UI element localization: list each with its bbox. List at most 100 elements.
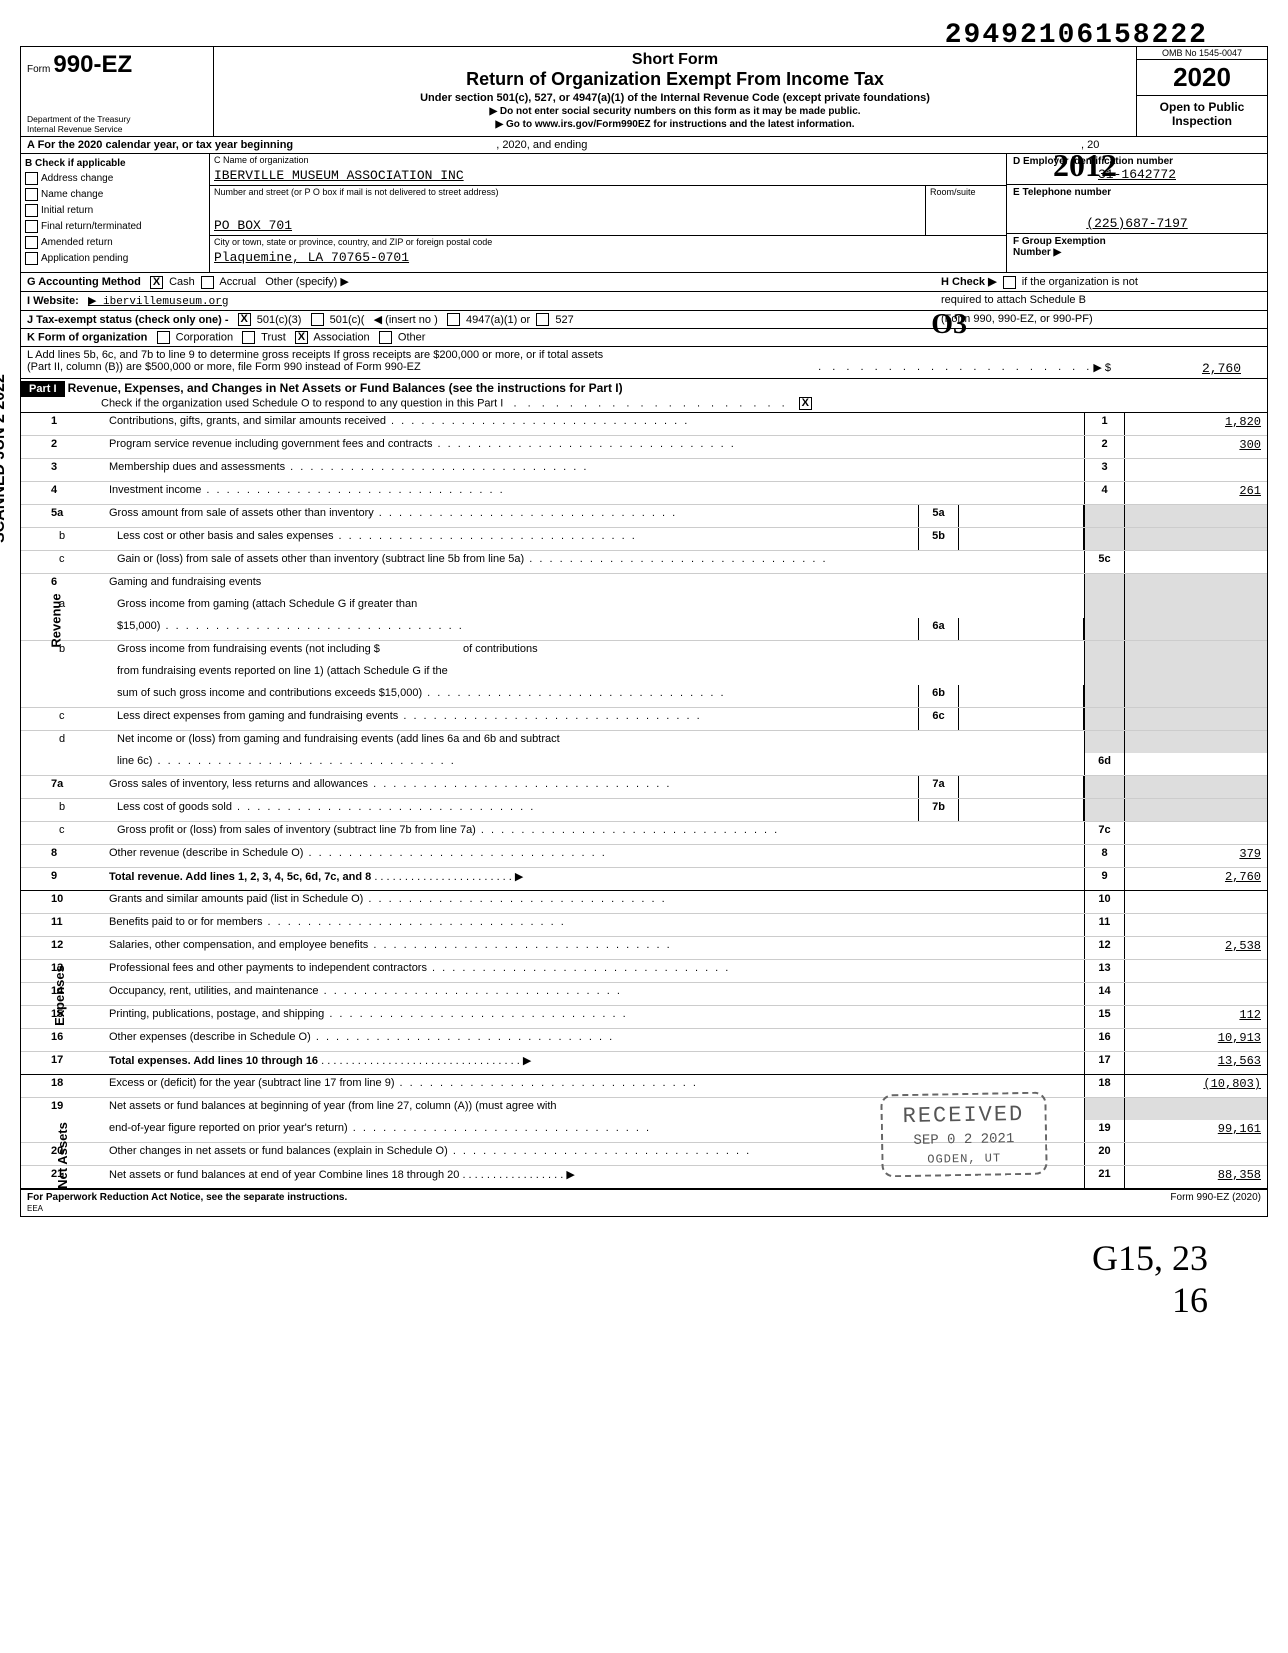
h-text3: (Form 990, 990-EZ, or 990-PF) [941, 313, 1261, 327]
cb-4947[interactable] [447, 313, 460, 326]
l-line2: (Part II, column (B)) are $500,000 or mo… [27, 361, 421, 376]
handwritten-03: O3 [931, 309, 967, 341]
line-18: 18 Excess or (deficit) for the year (sub… [21, 1075, 1267, 1098]
line-11: 11 Benefits paid to or for members 11 [21, 914, 1267, 937]
ln7a-midval [959, 776, 1084, 798]
ln3-val [1125, 459, 1267, 481]
handwritten-year: 2012 [1053, 147, 1117, 184]
line-12: 12 Salaries, other compensation, and emp… [21, 937, 1267, 960]
ln6a-num2 [21, 618, 113, 640]
line-5b: b Less cost or other basis and sales exp… [21, 528, 1267, 551]
lbl-527: 527 [555, 314, 573, 326]
ln6c-rn [1084, 708, 1125, 730]
ln15-val: 112 [1125, 1006, 1267, 1028]
ln5b-rn [1084, 528, 1125, 550]
cb-addr-change[interactable] [25, 172, 38, 185]
cb-other-org[interactable] [379, 331, 392, 344]
ln6d-val1 [1125, 731, 1267, 753]
ln5c-rn: 5c [1084, 551, 1125, 573]
row-a-mid: , 2020, and ending [496, 139, 587, 151]
lbl-app-pending: Application pending [41, 253, 128, 264]
col-c: C Name of organization IBERVILLE MUSEUM … [210, 154, 1006, 272]
cb-schedule-o[interactable]: X [799, 397, 812, 410]
line-i: I Website: ▶ ibervillemuseum.org require… [21, 292, 1267, 311]
cb-trust[interactable] [242, 331, 255, 344]
ln11-rn: 11 [1084, 914, 1125, 936]
ln6a-desc: Gross income from gaming (attach Schedul… [113, 596, 1084, 618]
ln6b-desc: Gross income from fundraising events (no… [117, 643, 380, 655]
line-10: 10 Grants and similar amounts paid (list… [21, 891, 1267, 914]
instructions-link: ▶ Go to www.irs.gov/Form990EZ for instru… [218, 119, 1132, 130]
ln5b-midval [959, 528, 1084, 550]
ln11-desc: Benefits paid to or for members [105, 914, 1084, 936]
ln6b-midval [959, 685, 1084, 707]
ln7b-val [1125, 799, 1267, 821]
ln10-rn: 10 [1084, 891, 1125, 913]
h-label: H Check ▶ [941, 276, 997, 288]
ln8-num: 8 [21, 845, 105, 867]
cb-name-change[interactable] [25, 188, 38, 201]
form-footer: For Paperwork Reduction Act Notice, see … [21, 1188, 1267, 1216]
ln1-rn: 1 [1084, 413, 1125, 435]
cb-amended[interactable] [25, 236, 38, 249]
cb-527[interactable] [536, 313, 549, 326]
ln6-rn [1084, 574, 1125, 596]
open-public-2: Inspection [1139, 114, 1265, 128]
form-number-footer: Form 990-EZ (2020) [1170, 1192, 1261, 1214]
stamp-loc: OGDEN, UT [904, 1151, 1026, 1167]
ln6b-rn3 [1084, 685, 1125, 707]
cb-cash[interactable]: X [150, 276, 163, 289]
col-b: B Check if applicable Address change Nam… [21, 154, 210, 272]
cb-corp[interactable] [157, 331, 170, 344]
cb-h[interactable] [1003, 276, 1016, 289]
ln19-val1 [1125, 1098, 1267, 1120]
cb-501c[interactable] [311, 313, 324, 326]
ln5a-midval [959, 505, 1084, 527]
hw-sig-2: 16 [80, 1279, 1208, 1321]
ln7c-rn: 7c [1084, 822, 1125, 844]
cb-accrual[interactable] [201, 276, 214, 289]
org-city: Plaquemine, LA 70765-0701 [210, 248, 1006, 267]
f-label2: Number ▶ [1013, 247, 1261, 258]
scanned-stamp: SCANNED JUN 2 2022 [0, 374, 9, 543]
ln20-rn: 20 [1084, 1143, 1125, 1165]
g-label: G Accounting Method [27, 276, 141, 288]
lbl-501c3: 501(c)(3) [257, 314, 302, 326]
ln8-rn: 8 [1084, 845, 1125, 867]
lbl-4947: 4947(a)(1) or [466, 314, 530, 326]
line-6d-2: line 6c) 6d [21, 753, 1267, 776]
ln19-rn1 [1084, 1098, 1125, 1120]
line-20: 20 Other changes in net assets or fund b… [21, 1143, 1267, 1166]
ln6a-val2 [1125, 618, 1267, 640]
ln6b-num2 [21, 663, 113, 685]
cb-app-pending[interactable] [25, 252, 38, 265]
ln21-desc: Net assets or fund balances at end of ye… [109, 1169, 459, 1181]
cb-501c3[interactable]: X [238, 313, 251, 326]
ln6a-mid: 6a [918, 618, 959, 640]
lbl-cash: Cash [169, 276, 195, 288]
ln5a-val [1125, 505, 1267, 527]
ln6b-desc3: from fundraising events reported on line… [113, 663, 1084, 685]
ln7b-rn [1084, 799, 1125, 821]
ln7b-num: b [21, 799, 113, 821]
ln7a-num: 7a [21, 776, 105, 798]
ln6b-num3 [21, 685, 113, 707]
ln7a-rn [1084, 776, 1125, 798]
ln1-num: 1 [21, 413, 105, 435]
ln6d-desc2: line 6c) [113, 753, 1084, 775]
h-text2: required to attach Schedule B [941, 294, 1261, 308]
received-stamp: RECEIVED SEP 0 2 2021 OGDEN, UT [881, 1092, 1048, 1178]
cb-initial[interactable] [25, 204, 38, 217]
line-3: 3 Membership dues and assessments 3 [21, 459, 1267, 482]
line-g: G Accounting Method X Cash Accrual Other… [21, 273, 1267, 292]
handwritten-signature: G15, 23 16 [20, 1217, 1268, 1341]
cb-final[interactable] [25, 220, 38, 233]
ln6a-rn2 [1084, 618, 1125, 640]
ln21-val: 88,358 [1125, 1166, 1267, 1188]
h-text1: if the organization is not [1022, 276, 1138, 288]
k-label: K Form of organization [27, 332, 147, 344]
cb-assoc[interactable]: X [295, 331, 308, 344]
e-label: E Telephone number [1013, 187, 1261, 198]
org-street: PO BOX 701 [210, 216, 925, 235]
ln15-rn: 15 [1084, 1006, 1125, 1028]
